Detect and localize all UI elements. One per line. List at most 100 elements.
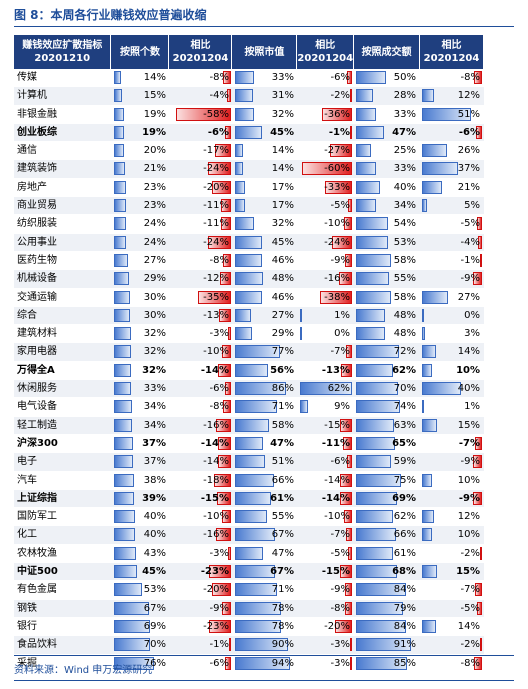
- data-bar: [235, 638, 289, 652]
- cell-value: -6%: [458, 126, 480, 138]
- data-bar: [114, 217, 127, 231]
- data-bar: [356, 217, 389, 231]
- table-row: 建筑装饰 21% -24% 14% -60% 33% 37%: [14, 160, 484, 179]
- cell-value: 17%: [271, 181, 294, 193]
- header-text: 20201210: [34, 53, 91, 64]
- cell-value: 77%: [271, 346, 294, 358]
- cell-value: 58%: [393, 254, 416, 266]
- cell: 47%: [354, 124, 420, 141]
- data-bar: [114, 400, 132, 414]
- cell-value: -2%: [460, 639, 480, 651]
- cell-value: 40%: [457, 383, 480, 395]
- data-bar: [347, 71, 352, 84]
- cell: -33%: [298, 179, 354, 196]
- cell: -11%: [170, 197, 233, 214]
- cell: -5%: [420, 600, 484, 617]
- cell: 67%: [112, 600, 170, 617]
- data-bar: [356, 162, 376, 176]
- table-row: 医药生物 27% -8% 46% -9% 58% -1%: [14, 252, 484, 271]
- cell: -27%: [298, 142, 354, 159]
- cell: -7%: [298, 526, 354, 543]
- cell-value: -18%: [203, 474, 229, 486]
- cell-value: -3%: [209, 328, 229, 340]
- cell-value: 58%: [393, 291, 416, 303]
- cell-value: -33%: [324, 181, 350, 193]
- data-bar: [223, 400, 231, 414]
- data-bar: [356, 107, 376, 121]
- cell: 10%: [420, 526, 484, 543]
- cell-value: 3%: [464, 328, 480, 340]
- table-row: 建筑材料 32% -3% 29% 0% 48% 3%: [14, 325, 484, 344]
- cell: 14%: [112, 69, 170, 86]
- cell: -24%: [170, 160, 233, 177]
- table-row: 电子 37% -14% 51% -6% 59% -9%: [14, 453, 484, 472]
- cell: -10%: [170, 343, 233, 360]
- cell: 15%: [112, 87, 170, 104]
- data-bar: [114, 107, 124, 121]
- cell: 14%: [420, 618, 484, 635]
- data-bar: [356, 455, 392, 469]
- cell-value: -6%: [209, 383, 229, 395]
- cell-value: 32%: [271, 108, 294, 120]
- cell-value: 55%: [271, 511, 294, 523]
- data-bar: [422, 382, 461, 396]
- cell: 74%: [354, 398, 420, 415]
- cell-value: 53%: [143, 584, 166, 596]
- row-name: 纺织服装: [17, 218, 57, 230]
- cell: 5%: [420, 197, 484, 214]
- cell: 27%: [112, 252, 170, 269]
- data-bar: [235, 528, 275, 542]
- data-bar: [235, 125, 262, 139]
- cell: -23%: [170, 618, 233, 635]
- data-bar: [235, 345, 281, 359]
- data-bar: [478, 235, 482, 249]
- cell-value: 14%: [143, 72, 166, 83]
- cell: 63%: [354, 417, 420, 434]
- cell: 61%: [354, 545, 420, 562]
- cell: 17%: [233, 197, 298, 214]
- cell-value: 62%: [392, 364, 416, 376]
- data-bar: [422, 345, 436, 359]
- table-row: 银行 69% -23% 78% -20% 84% 14%: [14, 618, 484, 637]
- cell-value: 0%: [334, 328, 350, 340]
- row-name: 采掘: [17, 657, 37, 669]
- table-row: 公用事业 24% -24% 45% -24% 53% -4%: [14, 233, 484, 252]
- cell-value: 20%: [143, 145, 166, 157]
- header-cell: 赚钱效应扩散指标 20201210: [14, 35, 112, 69]
- cell-value: -1%: [209, 639, 229, 651]
- data-bar: [350, 125, 352, 139]
- data-bar: [225, 125, 231, 139]
- cell-value: 5%: [464, 200, 480, 212]
- cell-value: 10%: [457, 529, 480, 541]
- data-bar: [356, 400, 401, 414]
- cell-value: 84%: [393, 584, 416, 596]
- data-bar: [209, 619, 231, 633]
- cell: 17%: [233, 179, 298, 196]
- data-bar: [114, 308, 130, 322]
- cell: 40%: [420, 380, 484, 397]
- cell-value: 70%: [143, 639, 166, 651]
- cell-value: 33%: [393, 108, 416, 120]
- data-bar: [356, 619, 407, 633]
- cell-value: 50%: [393, 72, 416, 83]
- cell-value: -15%: [200, 492, 229, 504]
- cell: -16%: [170, 417, 233, 434]
- cell-value: -2%: [460, 547, 480, 559]
- cell-value: -8%: [330, 602, 350, 614]
- cell-value: 78%: [271, 620, 294, 632]
- cell-value: -16%: [203, 419, 229, 431]
- cell: 33%: [354, 160, 420, 177]
- cell-value: 24%: [143, 236, 166, 248]
- data-bar: [235, 107, 254, 121]
- data-bar: [217, 363, 231, 377]
- cell: 32%: [233, 215, 298, 232]
- cell: 0%: [420, 307, 484, 324]
- cell-value: 70%: [393, 383, 416, 395]
- header-text: 按照市值: [244, 46, 285, 58]
- data-bar: [217, 436, 231, 450]
- cell: 86%: [233, 380, 298, 397]
- cell: 75%: [354, 472, 420, 489]
- cell-value: 84%: [393, 620, 416, 632]
- cell: 14%: [233, 142, 298, 159]
- cell-value: -7%: [458, 437, 480, 449]
